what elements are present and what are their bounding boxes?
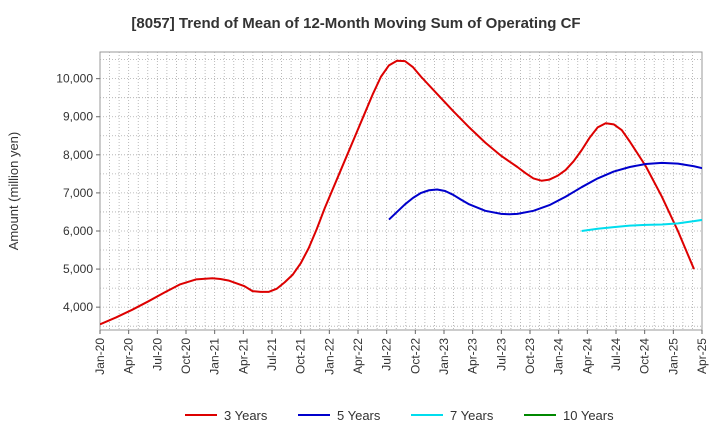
x-tick-label: Jan-25: [666, 338, 680, 375]
grid-lines: [100, 52, 702, 330]
x-tick-label: Jan-22: [322, 338, 336, 375]
legend: 3 Years 5 Years 7 Years 10 Years: [185, 408, 614, 423]
series-line-3-years: [100, 59, 695, 326]
x-tick-label: Oct-22: [408, 338, 422, 374]
x-tick-label: Oct-20: [179, 338, 193, 374]
y-tick-label: 8,000: [63, 148, 93, 162]
chart-title: [8057] Trend of Mean of 12-Month Moving …: [131, 15, 580, 32]
x-tick-label: Oct-23: [523, 338, 537, 374]
plot-area: [99, 51, 703, 331]
y-tick-label: 7,000: [63, 186, 93, 200]
y-tick-label: 9,000: [63, 110, 93, 124]
legend-label: 3 Years: [224, 408, 268, 423]
y-tick-label: 5,000: [63, 262, 93, 276]
legend-label: 5 Years: [337, 408, 381, 423]
y-axis-ticks: 4,000 5,000 6,000 7,000 8,000 9,000 10,000: [56, 72, 100, 314]
y-tick-label: 6,000: [63, 224, 93, 238]
series-line-7-years: [581, 218, 702, 232]
x-tick-label: Oct-21: [294, 338, 308, 374]
x-tick-label: Jul-21: [265, 338, 279, 371]
x-axis-ticks: Jan-20 Apr-20 Jul-20 Oct-20 Jan-21 Apr-21 Jul-…: [93, 330, 709, 375]
x-tick-label: Oct-24: [638, 338, 652, 374]
x-tick-label: Apr-25: [695, 338, 709, 374]
x-tick-label: Jul-20: [150, 338, 164, 371]
legend-label: 10 Years: [563, 408, 614, 423]
x-tick-label: Apr-22: [351, 338, 365, 374]
x-tick-label: Jul-24: [609, 338, 623, 371]
x-tick-label: Jan-21: [208, 338, 222, 375]
y-axis-label: Amount (million yen): [6, 132, 21, 251]
x-tick-label: Jan-20: [93, 338, 107, 375]
x-tick-label: Apr-23: [466, 338, 480, 374]
x-tick-label: Apr-20: [122, 338, 136, 374]
x-tick-label: Jul-23: [494, 338, 508, 371]
y-tick-label: 4,000: [63, 300, 93, 314]
x-tick-label: Jan-24: [552, 338, 566, 375]
legend-label: 7 Years: [450, 408, 494, 423]
series-line-5-years: [388, 161, 702, 221]
x-tick-label: Apr-21: [236, 338, 250, 374]
y-tick-label: 10,000: [56, 72, 93, 86]
x-tick-label: Jul-22: [380, 338, 394, 371]
series-lines: [100, 59, 702, 326]
x-tick-label: Apr-24: [580, 338, 594, 374]
x-tick-label: Jan-23: [437, 338, 451, 375]
